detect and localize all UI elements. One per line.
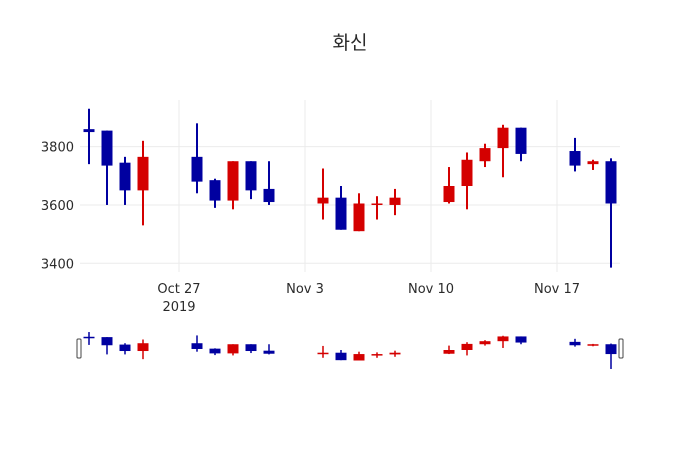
x-tick-label: Nov 10 xyxy=(408,282,454,297)
range-slider-right-handle[interactable] xyxy=(618,338,624,359)
candle xyxy=(209,178,221,208)
candle xyxy=(317,345,329,358)
candle xyxy=(83,108,95,165)
candle xyxy=(497,124,509,178)
candle xyxy=(443,167,455,204)
candle xyxy=(605,343,617,369)
candle xyxy=(371,196,383,220)
candle xyxy=(191,123,203,194)
candle xyxy=(245,344,257,354)
candle xyxy=(335,186,347,230)
candle xyxy=(479,143,491,168)
candle xyxy=(389,188,401,216)
candle xyxy=(443,345,455,355)
candle xyxy=(83,332,95,345)
candle xyxy=(353,193,365,232)
candle xyxy=(137,339,149,360)
candle xyxy=(119,156,131,205)
x-tick-year: 2019 xyxy=(162,300,195,315)
candle xyxy=(101,337,113,355)
price-candles xyxy=(83,108,617,268)
candle xyxy=(353,351,365,361)
candle xyxy=(191,335,203,352)
candle xyxy=(317,168,329,220)
candle xyxy=(461,152,473,210)
candle xyxy=(371,352,383,358)
candle xyxy=(569,338,581,347)
candle xyxy=(587,343,599,347)
candle xyxy=(605,158,617,268)
candle xyxy=(587,159,599,170)
candle xyxy=(461,342,473,356)
candle xyxy=(569,137,581,172)
y-tick-label: 3600 xyxy=(41,199,74,214)
candle xyxy=(227,344,239,356)
candle xyxy=(263,161,275,205)
x-axis: Oct 27 2019 Nov 3 Nov 10 Nov 17 xyxy=(157,282,580,315)
chart-title: 화신 xyxy=(332,32,368,54)
y-tick-label: 3800 xyxy=(41,141,74,156)
x-tick-label: Nov 3 xyxy=(286,282,324,297)
candle xyxy=(389,350,401,357)
candle xyxy=(209,348,221,356)
x-tick-label: Nov 17 xyxy=(534,282,580,297)
range-slider[interactable] xyxy=(76,332,624,369)
y-axis: 3400 3600 3800 xyxy=(41,141,74,273)
gridlines xyxy=(80,100,620,272)
candle xyxy=(119,343,131,355)
y-tick-label: 3400 xyxy=(41,257,74,272)
candle xyxy=(479,340,491,346)
range-slider-left-handle[interactable] xyxy=(76,338,82,359)
candle xyxy=(137,140,149,226)
candle xyxy=(335,350,347,361)
x-tick-label: Oct 27 xyxy=(157,282,200,297)
candle xyxy=(245,161,257,200)
candle xyxy=(497,335,509,348)
candle xyxy=(515,336,527,345)
candle xyxy=(101,130,113,205)
candle xyxy=(515,127,527,162)
candle xyxy=(263,344,275,355)
candle xyxy=(227,161,239,210)
